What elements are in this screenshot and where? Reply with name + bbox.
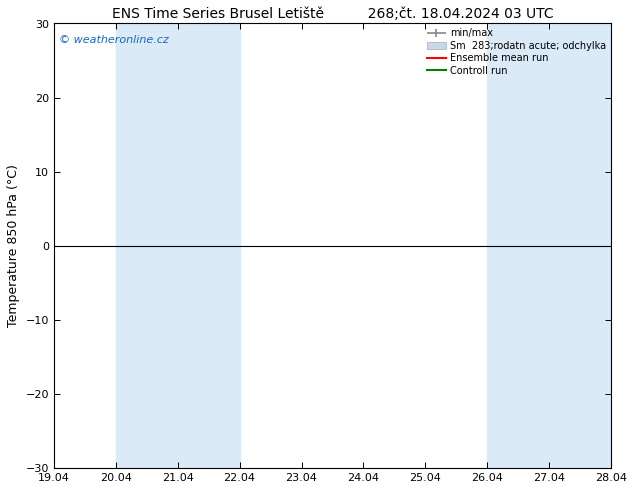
Title: ENS Time Series Brusel Letiště          268;čt. 18.04.2024 03 UTC: ENS Time Series Brusel Letiště 268;čt. 1…: [112, 7, 553, 21]
Y-axis label: Temperature 850 hPa (°C): Temperature 850 hPa (°C): [7, 165, 20, 327]
Text: © weatheronline.cz: © weatheronline.cz: [60, 35, 169, 45]
Bar: [488, 24, 611, 468]
Legend: min/max, Sm  283;rodatn acute; odchylka, Ensemble mean run, Controll run: min/max, Sm 283;rodatn acute; odchylka, …: [425, 26, 608, 77]
Bar: [116, 24, 240, 468]
